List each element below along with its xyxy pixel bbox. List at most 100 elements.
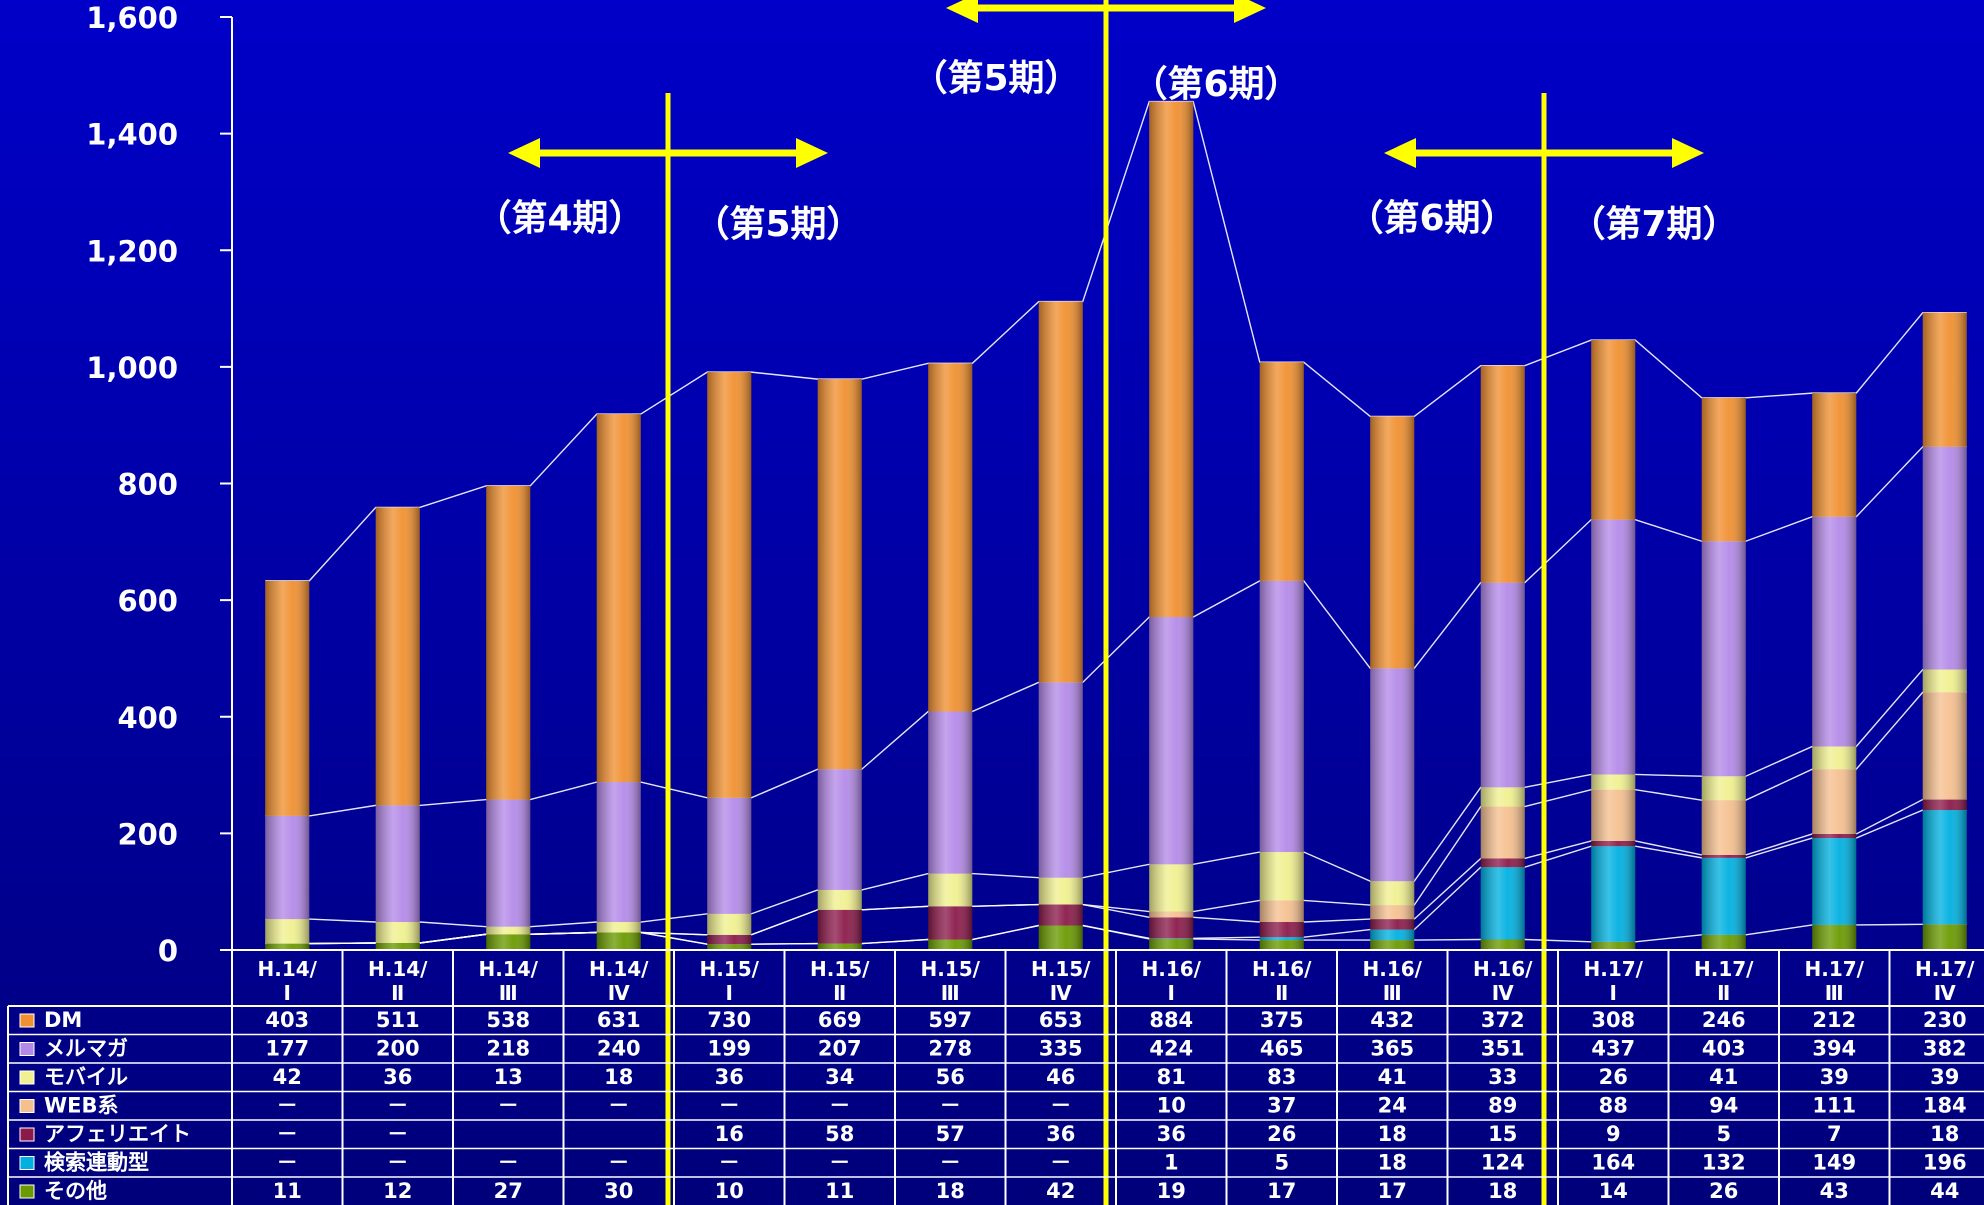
category-label-bottom: Ⅲ: [941, 981, 960, 1005]
table-cell: 18: [604, 1065, 633, 1089]
bar-segment-shade: [1370, 668, 1415, 882]
bar-segment-shade: [1812, 838, 1857, 925]
bar-segment-shade: [817, 943, 862, 950]
bar-segment-shade: [928, 363, 973, 712]
bar-segment-shade: [928, 873, 973, 907]
table-cell: －: [829, 1151, 850, 1175]
bar-segment-shade: [486, 485, 531, 800]
table-cell: 41: [1709, 1065, 1738, 1089]
bar-segment-shade: [1480, 939, 1525, 950]
legend-label: モバイル: [44, 1065, 128, 1089]
y-tick-label: 800: [117, 468, 178, 502]
category-label-top: H.17/: [1694, 957, 1754, 981]
period-arrow-head-left: [1384, 138, 1416, 168]
bar-segment-shade: [1038, 925, 1083, 950]
table-cell: －: [387, 1094, 408, 1118]
legend-swatch: [19, 1042, 35, 1056]
table-cell: 372: [1481, 1008, 1525, 1032]
table-cell: 884: [1149, 1008, 1193, 1032]
table-cell: 58: [825, 1122, 854, 1146]
table-cell: 30: [604, 1179, 633, 1203]
table-cell: 164: [1591, 1151, 1635, 1175]
bar-segment-shade: [1922, 810, 1967, 925]
table-cell: 17: [1267, 1179, 1296, 1203]
bar-segment-shade: [1591, 340, 1636, 520]
category-label-top: H.16/: [1142, 957, 1202, 981]
legend-label: アフェリエイト: [44, 1122, 191, 1146]
bar-segment-shade: [375, 805, 420, 923]
table-cell: 43: [1820, 1179, 1849, 1203]
series-connector-line: [265, 668, 1967, 928]
table-cell: －: [1050, 1094, 1071, 1118]
table-cell: 27: [494, 1179, 523, 1203]
bar-segment-shade: [1480, 867, 1525, 940]
bar-segment-shade: [1922, 692, 1967, 800]
table-cell: 36: [715, 1065, 744, 1089]
bar-segment-shade: [817, 769, 862, 890]
bar-segment-shade: [1149, 101, 1194, 618]
bar-segment-shade: [1812, 833, 1857, 839]
bar-segment-shade: [1701, 800, 1746, 855]
bar-segment-shade: [928, 939, 973, 950]
table-cell: －: [498, 1094, 519, 1118]
table-cell: －: [608, 1094, 629, 1118]
category-label-bottom: Ⅳ: [608, 981, 630, 1005]
bar-segment-shade: [265, 815, 310, 920]
table-cell: 432: [1370, 1008, 1414, 1032]
period-arrow-head-left: [946, 0, 978, 23]
period-label-right: （第6期）: [1131, 64, 1300, 105]
bar-segment-shade: [375, 507, 420, 806]
bar-segment-shade: [817, 379, 862, 770]
category-label-top: H.16/: [1363, 957, 1423, 981]
series-connector-line: [265, 100, 1967, 582]
table-cell: 39: [1820, 1065, 1849, 1089]
table-cell: 57: [936, 1122, 965, 1146]
table-cell: 200: [376, 1037, 420, 1061]
bar-segment-shade: [1480, 806, 1525, 859]
table-cell: 83: [1267, 1065, 1296, 1089]
bar-segment-shade: [1922, 799, 1967, 811]
legend-label: DM: [44, 1008, 82, 1032]
bar-segment-shade: [707, 372, 752, 798]
table-cell: 132: [1702, 1151, 1746, 1175]
table-cell: 81: [1157, 1065, 1186, 1089]
legend-label: WEB系: [44, 1094, 119, 1118]
legend-label: 検索連動型: [44, 1151, 149, 1175]
table-cell: 26: [1267, 1122, 1296, 1146]
table-cell: 11: [273, 1179, 302, 1203]
table-cell: 394: [1812, 1037, 1856, 1061]
table-cell: 19: [1157, 1179, 1186, 1203]
bar-segment-shade: [1701, 541, 1746, 777]
bar-segment-shade: [1259, 922, 1304, 938]
category-label-bottom: Ⅰ: [726, 981, 733, 1005]
y-tick-label: 1,400: [86, 118, 178, 152]
bar-segment-shade: [1922, 446, 1967, 670]
y-tick-label: 400: [117, 701, 178, 735]
table-cell: 218: [486, 1037, 530, 1061]
y-tick-label: 200: [117, 817, 178, 851]
bar-segment-shade: [1591, 941, 1636, 950]
bar-segment-shade: [1149, 917, 1194, 939]
table-cell: 375: [1260, 1008, 1304, 1032]
table-cell: 403: [265, 1008, 309, 1032]
bar-segment-shade: [1922, 312, 1967, 447]
y-tick-label: 0: [158, 934, 178, 968]
table-cell: －: [719, 1151, 740, 1175]
category-label-bottom: Ⅱ: [833, 981, 846, 1005]
category-label-bottom: Ⅲ: [1383, 981, 1402, 1005]
category-label-bottom: Ⅳ: [1492, 981, 1514, 1005]
category-label-bottom: Ⅰ: [284, 981, 291, 1005]
table-cell: 10: [1157, 1094, 1186, 1118]
bar-segment-shade: [1038, 682, 1083, 878]
legend-swatch: [19, 1070, 35, 1085]
table-cell: 631: [597, 1008, 641, 1032]
bar-segment-shade: [1370, 919, 1415, 930]
data-table: H.14/ⅠH.14/ⅡH.14/ⅢH.14/ⅣH.15/ⅠH.15/ⅡH.15…: [7, 949, 1984, 1205]
bar-segment-shade: [1701, 934, 1746, 950]
table-cell: 89: [1488, 1094, 1517, 1118]
period-label-right: （第5期）: [693, 204, 862, 245]
table-cell: －: [1050, 1151, 1071, 1175]
bar-segment-shade: [1922, 924, 1967, 950]
table-cell: －: [387, 1151, 408, 1175]
